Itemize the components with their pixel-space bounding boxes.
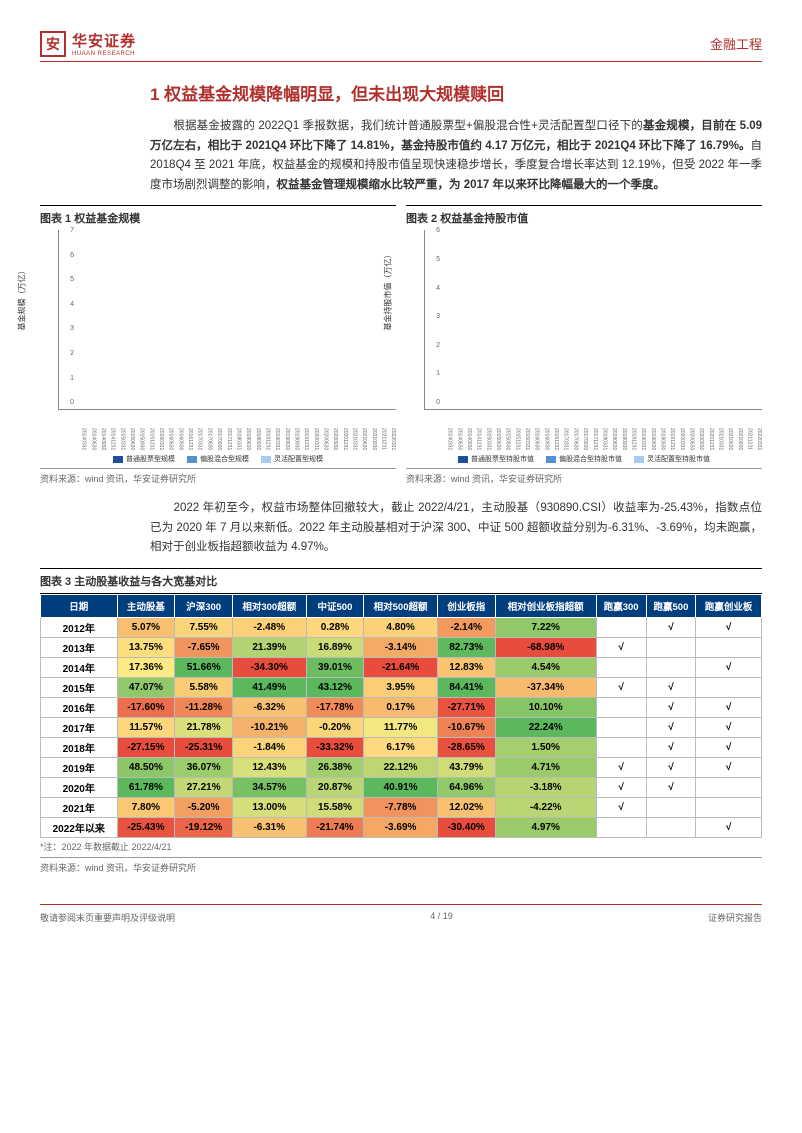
- paragraph-1: 根据基金披露的 2022Q1 季报数据，我们统计普通股票型+偏股混合性+灵活配置…: [150, 117, 762, 195]
- footer-left: 敬请参阅末页重要声明及评级说明: [40, 911, 175, 924]
- logo: 安 华安证券 HUAAN RESEARCH: [40, 30, 136, 57]
- chart-1-title: 图表 1 权益基金规模: [40, 205, 396, 226]
- chart-1-legend: 普通股票型规模偏股混合型规模灵活配置型规模: [40, 454, 396, 464]
- table-3: 图表 3 主动股基收益与各大宽基对比 日期主动股基沪深300相对300超额中证5…: [40, 568, 762, 874]
- section-title: 1 权益基金规模降幅明显，但未出现大规模赎回: [150, 80, 762, 105]
- table-note: *注：2022 年数据截止 2022/4/21: [40, 840, 762, 853]
- charts-row: 图表 1 权益基金规模 基金规模（万亿） 76543210 2014033120…: [40, 205, 762, 485]
- chart-2-source: 资料来源：wind 资讯，华安证券研究所: [406, 468, 762, 485]
- logo-text: 华安证券: [72, 30, 136, 51]
- logo-icon: 安: [40, 31, 66, 57]
- paragraph-2: 2022 年初至今，权益市场整体回撤较大，截止 2022/4/21，主动股基（9…: [150, 499, 762, 558]
- logo-subtext: HUAAN RESEARCH: [72, 51, 136, 57]
- table-3-title: 图表 3 主动股基收益与各大宽基对比: [40, 568, 762, 594]
- page-header: 安 华安证券 HUAAN RESEARCH 金融工程: [40, 30, 762, 62]
- chart-2-ylabel: 基金持股市值（万亿）: [383, 251, 394, 331]
- chart-2-canvas: 6543210: [424, 230, 762, 410]
- chart-1: 图表 1 权益基金规模 基金规模（万亿） 76543210 2014033120…: [40, 205, 396, 485]
- header-category: 金融工程: [710, 34, 762, 53]
- chart-2: 图表 2 权益基金持股市值 基金持股市值（万亿） 6543210 2014033…: [406, 205, 762, 485]
- page-footer: 敬请参阅末页重要声明及评级说明 4 / 19 证券研究报告: [40, 904, 762, 924]
- footer-right: 证券研究报告: [708, 911, 762, 924]
- chart-1-ylabel: 基金规模（万亿）: [17, 267, 28, 331]
- chart-1-canvas: 76543210: [58, 230, 396, 410]
- chart-1-source: 资料来源：wind 资讯，华安证券研究所: [40, 468, 396, 485]
- chart-2-title: 图表 2 权益基金持股市值: [406, 205, 762, 226]
- chart-2-legend: 普通股票型持股市值偏股混合型持股市值灵活配置型持股市值: [406, 454, 762, 464]
- table-source: 资料来源：wind 资讯，华安证券研究所: [40, 857, 762, 874]
- footer-page-number: 4 / 19: [430, 911, 453, 924]
- comparison-table: 日期主动股基沪深300相对300超额中证500相对500超额创业板指相对创业板指…: [40, 594, 762, 838]
